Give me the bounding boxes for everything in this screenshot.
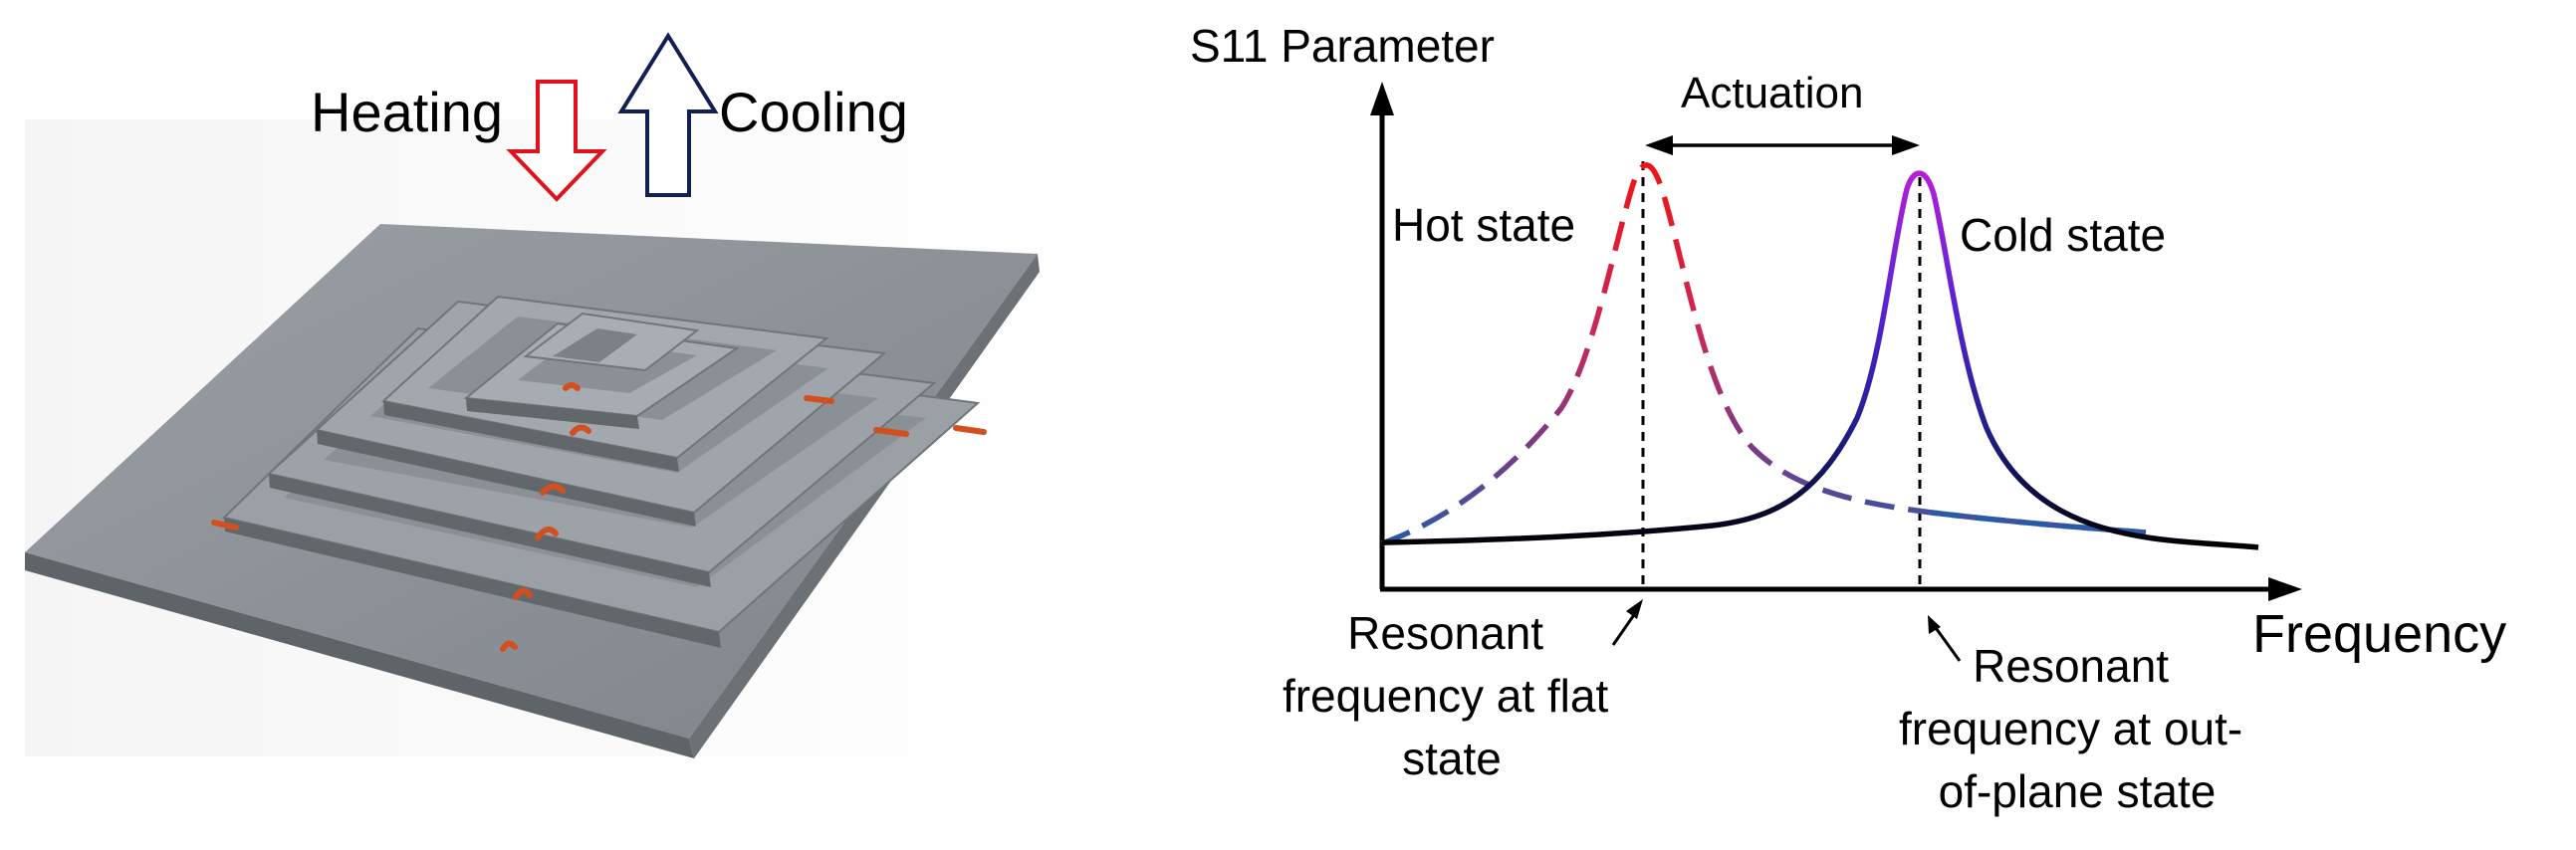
hot-state-label: Hot state	[1392, 199, 1575, 251]
cold-state-curve	[1381, 170, 2259, 550]
x-axis-arrowhead	[2268, 577, 2302, 601]
y-axis-arrowhead	[1370, 82, 1394, 115]
heating-arrow	[506, 80, 607, 202]
hot-state-tail	[1931, 510, 2147, 535]
flat-resonance-label-line-1: Resonant	[1347, 607, 1543, 659]
cold-state-label: Cold state	[1960, 209, 2166, 261]
flat-resonance-pointer-head	[1626, 599, 1643, 619]
out-of-plane-resonance-pointer	[1932, 624, 1962, 662]
out-of-plane-resonance-pointer-head	[1928, 615, 1941, 634]
right-panel: S11 Parameter Frequency Actuation Hot st…	[1190, 20, 2506, 817]
cooling-arrow	[617, 32, 719, 197]
out-of-plane-resonance-label-line-3: of-plane state	[1939, 765, 2217, 817]
out-of-plane-resonance-label-line-2: frequency at out-	[1899, 703, 2242, 754]
heating-label: Heating	[311, 81, 503, 143]
flat-resonance-label-line-3: state	[1402, 733, 1502, 784]
out-of-plane-resonance-label-line-1: Resonant	[1973, 640, 2169, 692]
cooling-label: Cooling	[719, 81, 908, 143]
spiral-coil	[221, 295, 981, 648]
flat-resonance-label: Resonant frequency at flat state	[1283, 607, 1621, 784]
left-panel: Heating Cooling	[25, 32, 1070, 758]
flat-resonance-label-line-2: frequency at flat	[1283, 670, 1609, 722]
actuation-arrowhead-right	[1892, 135, 1920, 155]
actuation-label: Actuation	[1681, 69, 1863, 117]
x-axis-label: Frequency	[2252, 604, 2506, 664]
heater-traces	[211, 382, 987, 652]
out-of-plane-resonance-label: Resonant frequency at out- of-plane stat…	[1899, 640, 2255, 817]
actuation-arrowhead-left	[1645, 135, 1673, 155]
y-axis-label: S11 Parameter	[1190, 20, 1495, 72]
